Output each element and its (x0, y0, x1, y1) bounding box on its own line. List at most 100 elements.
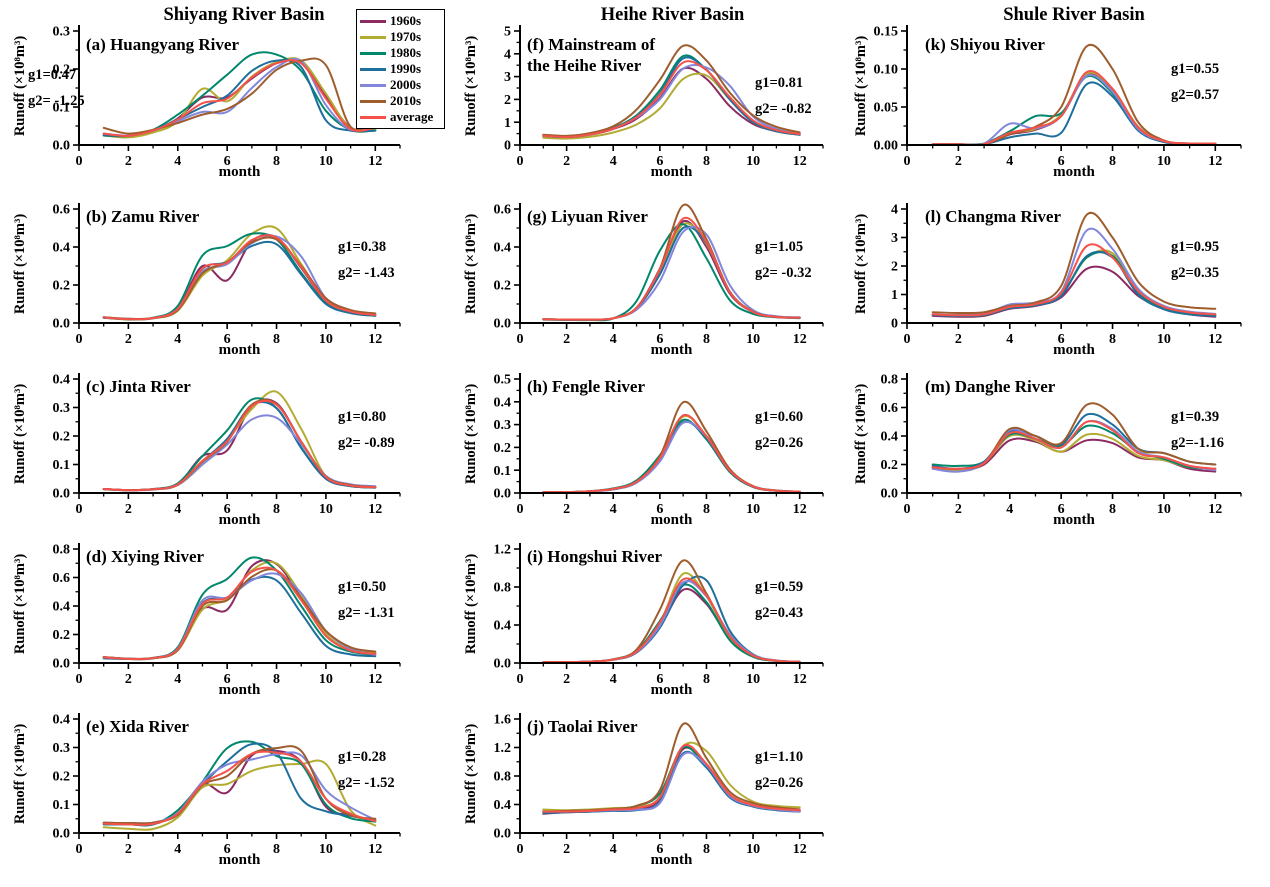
svg-text:12: 12 (793, 672, 807, 687)
svg-text:0.2: 0.2 (53, 63, 71, 78)
svg-text:0.2: 0.2 (494, 441, 512, 456)
y-axis-label: Runoff (×10⁸m³) (12, 383, 28, 485)
svg-text:2: 2 (125, 502, 132, 517)
svg-text:12: 12 (1208, 154, 1222, 169)
y-axis-label: Runoff (×10⁸m³) (12, 35, 28, 137)
panel-label: (l) Changma River (925, 207, 1061, 226)
panel-label: (b) Zamu River (86, 207, 200, 226)
y-axis-label: Runoff (×10⁸m³) (12, 213, 28, 315)
svg-text:0.10: 0.10 (874, 63, 899, 78)
panel-label: (m) Danghe River (925, 377, 1056, 396)
svg-text:8: 8 (703, 154, 710, 169)
svg-text:0.4: 0.4 (881, 430, 899, 445)
svg-text:4: 4 (1006, 502, 1013, 517)
svg-text:0.1: 0.1 (494, 464, 512, 479)
svg-text:12: 12 (793, 154, 807, 169)
x-axis-label: month (1053, 512, 1095, 528)
svg-text:0.15: 0.15 (874, 25, 899, 40)
panel-j-taolai-river: 0.0 0.4 0.8 1.2 1.6 0 2 4 6 8 10 12 Runoff (×10⁸m³)… (455, 688, 880, 887)
line-chart: 0.00 0.05 0.10 0.15 0 2 4 6 8 10 12 (874, 25, 1242, 169)
panel-k-shiyou-river: 0.00 0.05 0.10 0.15 0 2 4 6 8 10 12 Runoff (×10⁸m³… (845, 0, 1270, 180)
svg-text:10: 10 (319, 672, 333, 687)
svg-text:2: 2 (563, 672, 570, 687)
legend-label: 1970s (390, 29, 422, 44)
svg-text:0.0: 0.0 (494, 317, 512, 332)
svg-text:0.0: 0.0 (494, 487, 512, 502)
line-chart: 0.0 0.4 0.8 1.2 0 2 4 6 8 10 12 (494, 543, 824, 687)
line-chart: 0.0 0.1 0.2 0.3 0.4 0.5 0 2 4 6 8 10 12 (494, 373, 824, 517)
panel-label: (k) Shiyou River (925, 35, 1045, 54)
svg-text:8: 8 (1109, 154, 1116, 169)
y-axis-label: Runoff (×10⁸m³) (12, 553, 28, 655)
svg-text:12: 12 (1208, 332, 1222, 347)
svg-text:4: 4 (610, 672, 617, 687)
svg-text:0: 0 (517, 332, 524, 347)
x-axis-label: month (218, 682, 261, 698)
panel-f-mainstream-heihe-river: 0 1 2 3 4 5 0 2 4 6 8 10 12 Runoff (×10⁸m³) (f) Main… (455, 0, 880, 180)
legend-line-swatch (360, 19, 386, 23)
panel-a-huangyang-river: 0.0 0.1 0.2 0.3 0 2 4 6 8 10 12 Runoff (×10⁸m³) (a… (0, 0, 430, 180)
svg-text:0.6: 0.6 (881, 401, 899, 416)
svg-text:12: 12 (368, 842, 382, 857)
svg-text:0.0: 0.0 (53, 487, 71, 502)
panel-label: (f) Mainstream of the Heihe River (527, 35, 656, 75)
svg-text:1.2: 1.2 (494, 741, 512, 756)
g1-stat: g1=0.55 (1171, 61, 1220, 77)
panel-label: (c) Jinta River (86, 377, 191, 396)
x-axis-label: month (650, 682, 693, 698)
svg-text:0.0: 0.0 (53, 139, 71, 154)
svg-text:2: 2 (563, 332, 570, 347)
svg-text:0.2: 0.2 (53, 628, 71, 643)
panel-g-liyuan-river: 0.0 0.2 0.4 0.6 0 2 4 6 8 10 12 Runoff (×10⁸m³) (g… (455, 178, 880, 358)
panel-m-danghe-river: 0.0 0.2 0.4 0.6 0.8 0 2 4 6 8 10 12 Runoff (×10⁸m³)… (845, 348, 1270, 528)
svg-text:12: 12 (368, 154, 382, 169)
y-axis-label: Runoff (×10⁸m³) (463, 723, 479, 825)
svg-text:4: 4 (174, 502, 181, 517)
legend-item-1990s: 1990s (360, 61, 444, 77)
svg-text:8: 8 (1109, 332, 1116, 347)
svg-text:4: 4 (1006, 332, 1013, 347)
g2-stat: g2=0.43 (755, 605, 804, 621)
g1-stat: g1=0.80 (338, 409, 387, 425)
panel-b-zamu-river: 0.0 0.2 0.4 0.6 0 2 4 6 8 10 12 Runoff (×10⁸m³) (b… (0, 178, 430, 358)
svg-text:10: 10 (746, 842, 760, 857)
y-axis-label: Runoff (×10⁸m³) (853, 213, 869, 315)
svg-text:0.1: 0.1 (53, 798, 71, 813)
line-chart: 0.0 0.1 0.2 0.3 0 2 4 6 8 10 12 (53, 25, 401, 169)
g1-stat: g1=0.28 (338, 749, 387, 765)
svg-text:2: 2 (955, 332, 962, 347)
panel-label: (e) Xida River (86, 717, 189, 736)
svg-text:2: 2 (125, 842, 132, 857)
svg-text:6: 6 (224, 502, 231, 517)
skew-kurtosis-stats: g1=0.38 g2= -1.43 (338, 234, 395, 286)
legend-item-1960s: 1960s (360, 13, 444, 29)
svg-text:8: 8 (703, 672, 710, 687)
x-axis-label: month (218, 512, 261, 528)
svg-text:4: 4 (174, 154, 181, 169)
svg-text:0: 0 (76, 672, 83, 687)
svg-text:4: 4 (610, 502, 617, 517)
svg-text:4: 4 (504, 47, 511, 62)
svg-text:8: 8 (273, 154, 280, 169)
legend-label: average (390, 109, 434, 124)
svg-text:6: 6 (224, 332, 231, 347)
legend-line-swatch (360, 35, 386, 39)
svg-text:6: 6 (1058, 502, 1065, 517)
g2-stat: g2=0.35 (1171, 265, 1220, 281)
svg-text:2: 2 (125, 154, 132, 169)
skew-kurtosis-stats: g1=0.80 g2= -0.89 (338, 404, 395, 456)
panel-e-xida-river: 0.0 0.1 0.2 0.3 0.4 0 2 4 6 8 10 12 Runoff (×10⁸m³)… (0, 688, 430, 887)
g1-stat: g1=0.95 (1171, 239, 1220, 255)
svg-text:0.0: 0.0 (494, 657, 512, 672)
skew-kurtosis-stats: g1=0.47 g2= -1.25 (28, 62, 85, 114)
svg-text:0: 0 (76, 332, 83, 347)
svg-text:1: 1 (504, 116, 511, 131)
svg-text:8: 8 (273, 842, 280, 857)
svg-text:6: 6 (656, 502, 663, 517)
legend-line-swatch (360, 67, 386, 71)
skew-kurtosis-stats: g1=0.95 g2=0.35 (1171, 234, 1219, 286)
g2-stat: g2= -1.25 (28, 93, 85, 109)
y-axis-label: Runoff (×10⁸m³) (12, 723, 28, 825)
svg-text:0.2: 0.2 (494, 279, 512, 294)
